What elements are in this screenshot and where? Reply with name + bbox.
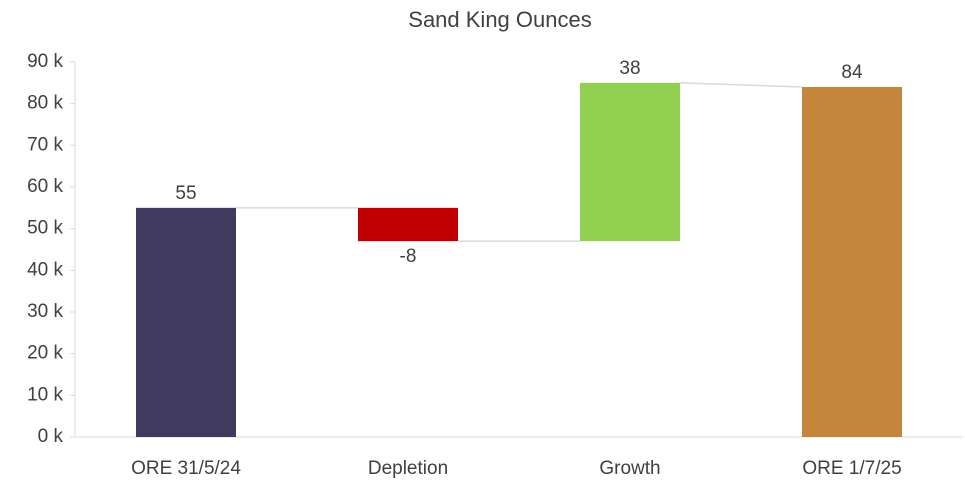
y-tick-label: 0 k: [38, 426, 64, 447]
y-tick-label: 10 k: [27, 384, 63, 405]
y-tick-label: 20 k: [27, 343, 63, 364]
x-tick-label: ORE 31/5/24: [131, 458, 241, 479]
data-label: 84: [841, 62, 863, 83]
bar: [580, 82, 680, 242]
y-tick-label: 80 k: [27, 93, 63, 114]
bar: [802, 87, 902, 437]
data-label: 38: [619, 58, 640, 79]
data-label: 55: [175, 183, 196, 204]
y-tick-label: 40 k: [27, 259, 63, 280]
y-tick-label: 30 k: [27, 301, 63, 322]
data-label: -8: [400, 246, 417, 267]
bar: [358, 207, 458, 242]
connector: [679, 82, 803, 88]
y-tick-label: 60 k: [27, 176, 63, 197]
x-tick-label: Depletion: [368, 458, 448, 479]
y-tick-label: 50 k: [27, 218, 63, 239]
x-tick-label: Growth: [599, 458, 660, 479]
x-tick-label: ORE 1/7/25: [802, 458, 901, 479]
chart-title: Sand King Ounces: [408, 7, 591, 32]
y-tick-label: 90 k: [27, 51, 63, 72]
bar: [136, 207, 236, 437]
y-tick-label: 70 k: [27, 134, 63, 155]
